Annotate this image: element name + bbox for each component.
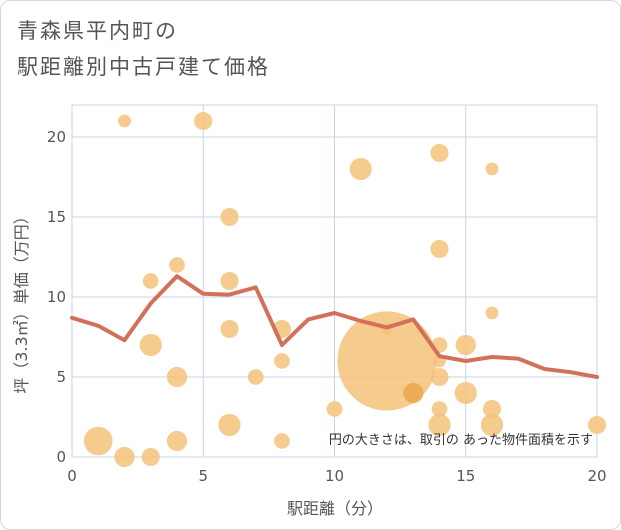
y-tick-label: 10 — [47, 288, 66, 306]
x-tick-label: 0 — [67, 467, 77, 485]
data-bubble — [485, 306, 499, 320]
data-bubble — [349, 157, 372, 181]
y-axis-title: 坪（3.3㎡）単価（万円） — [12, 208, 31, 393]
y-tick-label: 0 — [56, 448, 66, 466]
data-bubble — [114, 446, 135, 468]
data-bubble — [455, 334, 476, 356]
data-bubble — [166, 430, 188, 452]
data-bubble — [141, 447, 160, 467]
data-bubble — [485, 162, 499, 176]
data-bubble — [118, 114, 131, 128]
data-bubble — [220, 207, 239, 227]
x-tick-label: 15 — [456, 467, 475, 485]
data-bubble — [274, 353, 290, 369]
y-tick-label: 5 — [56, 368, 66, 386]
data-bubble — [142, 273, 159, 289]
x-tick-label: 5 — [198, 467, 208, 485]
data-bubble — [431, 401, 448, 417]
chart-title-line2: 駅距離別中古戸建て価格 — [17, 55, 270, 79]
data-bubble — [454, 381, 477, 405]
bubble-size-note: 円の大きさは、取引の あった物件面積を示す — [329, 433, 593, 448]
x-tick-label: 20 — [587, 467, 606, 485]
data-bubble — [482, 399, 502, 419]
y-tick-label: 20 — [47, 128, 66, 146]
data-bubble — [430, 239, 449, 259]
average-price-line — [70, 274, 599, 379]
y-tick-label: 15 — [47, 208, 66, 226]
chart-title-line1: 青森県平内町の — [17, 19, 178, 43]
data-bubble — [166, 366, 188, 388]
data-bubble — [587, 415, 607, 435]
data-bubble — [218, 413, 241, 437]
data-bubble — [274, 433, 290, 449]
tick-labels: 0 5 10 15 20 0 5 10 15 20 — [47, 128, 607, 485]
data-bubble — [247, 369, 264, 385]
data-bubble — [403, 382, 424, 404]
bubble-layer — [83, 111, 607, 468]
x-axis-title: 駅距離（分） — [287, 499, 383, 518]
data-bubble — [326, 401, 343, 417]
data-bubble — [430, 143, 449, 163]
x-tick-label: 10 — [325, 467, 344, 485]
data-bubble — [220, 319, 239, 339]
data-bubble — [83, 426, 113, 456]
data-bubble — [480, 413, 504, 437]
data-bubble — [139, 333, 162, 357]
data-bubble — [169, 257, 185, 273]
data-bubble — [220, 271, 239, 291]
trend-line-layer — [70, 274, 599, 379]
data-bubble — [194, 111, 213, 131]
data-bubble — [428, 413, 451, 437]
